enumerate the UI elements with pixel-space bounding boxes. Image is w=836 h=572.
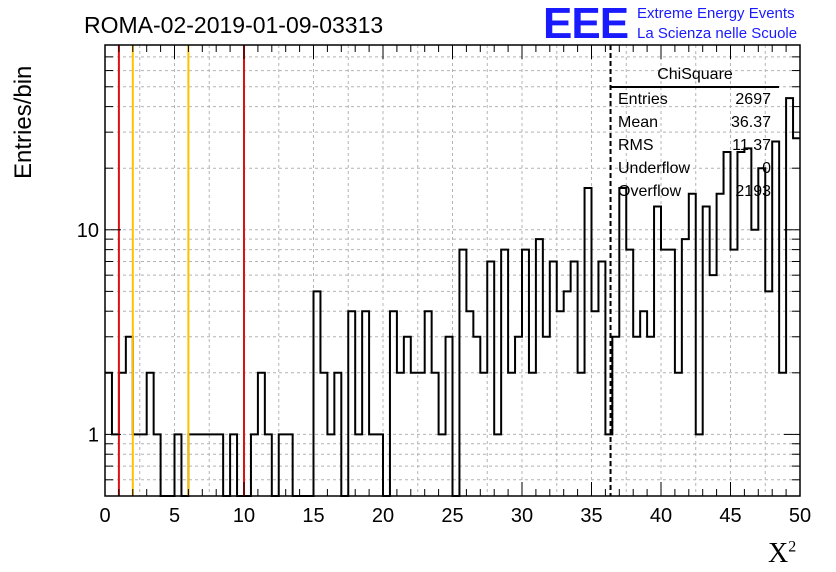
x-tick-label: 45: [719, 505, 741, 527]
stats-value: 2697: [735, 91, 771, 108]
tick-labels: 0 5 10 15 20 25 30 35 40 45 50 1 10: [77, 220, 811, 527]
stats-value: 36.37: [730, 114, 771, 131]
x-tick-label: 25: [441, 505, 463, 527]
y-tick-label: 1: [88, 424, 99, 446]
histogram-outline: [105, 97, 800, 497]
x-tick-label: 15: [302, 505, 324, 527]
stats-label: Entries: [618, 91, 668, 108]
stats-row-entries: Entries 2697: [611, 88, 779, 111]
chart-title: ROMA-02-2019-01-09-03313: [84, 12, 384, 38]
stats-label: Overflow: [618, 183, 682, 200]
stats-box: ChiSquare Entries 2697 Mean 36.37 RMS 11…: [611, 66, 779, 203]
stats-value: 11.37: [732, 137, 771, 154]
x-tick-label: 20: [372, 505, 394, 527]
x-tick-label: 50: [789, 505, 811, 527]
stats-row-mean: Mean 36.37: [611, 111, 779, 134]
x-tick-label: 30: [511, 505, 533, 527]
y-tick-label: 10: [77, 220, 99, 242]
x-tick-label: 0: [99, 505, 110, 527]
logo-text: Extreme Energy Events La Scienza nelle S…: [637, 4, 797, 44]
marker-lines: [117, 45, 612, 496]
stats-value: 2193: [735, 183, 771, 200]
x-tick-label: 10: [233, 505, 255, 527]
stats-row-overflow: Overflow 2193: [611, 180, 779, 203]
stats-label: Mean: [618, 114, 659, 131]
x-tick-label: 40: [650, 505, 672, 527]
stats-label: Underflow: [618, 160, 691, 177]
logo-line-2: La Scienza nelle Scuole: [637, 25, 798, 42]
logo-line-1: Extreme Energy Events: [637, 5, 795, 22]
stats-label: RMS: [618, 137, 654, 154]
y-axis-label: Entries/bin: [10, 65, 37, 179]
histogram: [105, 97, 800, 497]
stats-row-underflow: Underflow 0: [611, 157, 779, 180]
stats-row-rms: RMS 11.37: [611, 134, 779, 157]
x-tick-label: 35: [580, 505, 602, 527]
eee-logo: EEE: [543, 0, 629, 48]
axes: [104, 44, 801, 497]
x-tick-label: 5: [169, 505, 180, 527]
x-axis-label: X2: [768, 538, 797, 569]
stats-value: 0: [762, 160, 771, 177]
stats-title: ChiSquare: [611, 66, 779, 88]
